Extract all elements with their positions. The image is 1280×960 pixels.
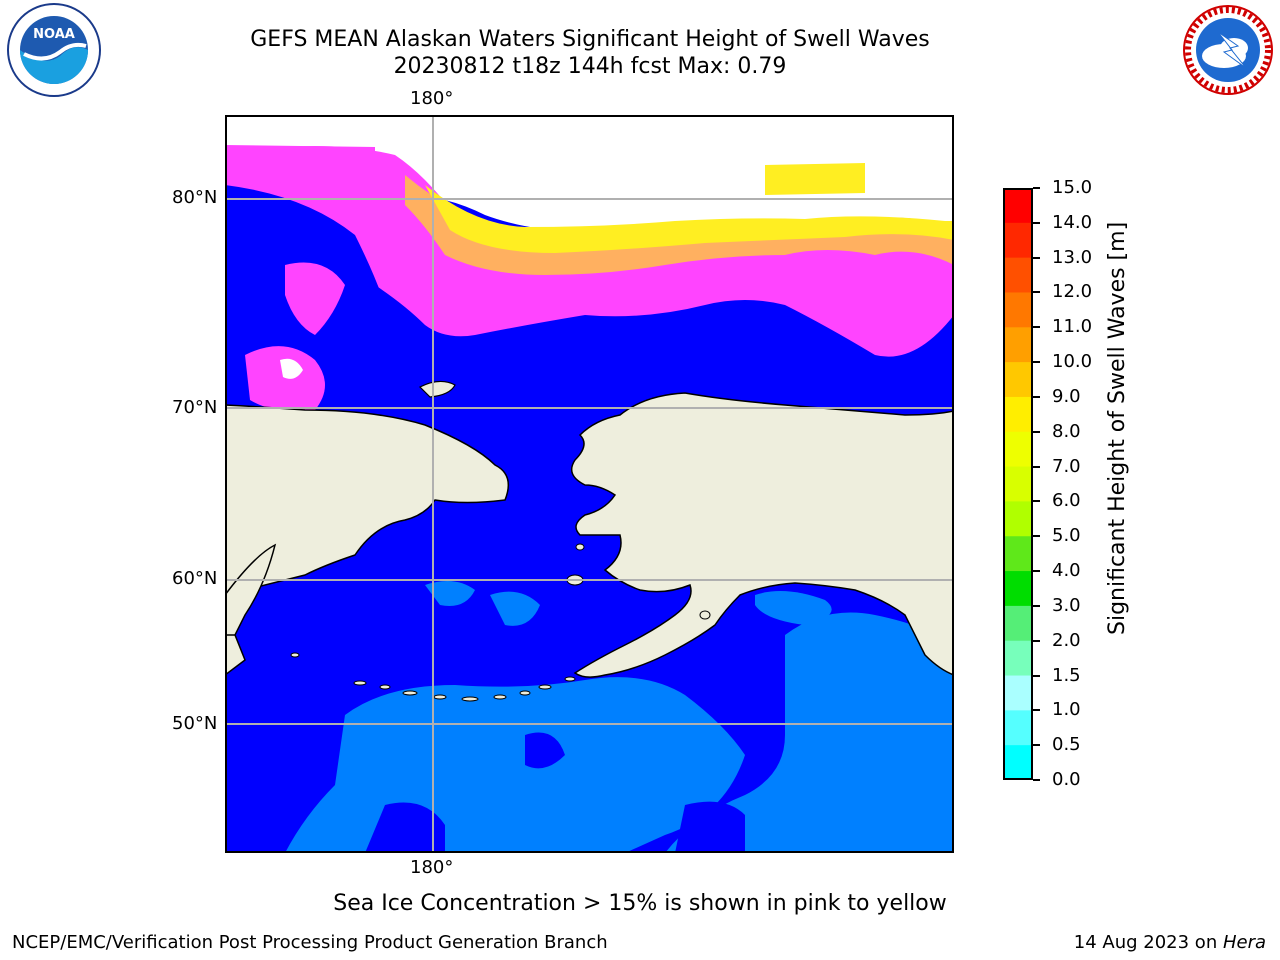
colorbar-band xyxy=(1003,362,1033,398)
colorbar-ticks xyxy=(1033,180,1113,790)
colorbar-tick-mark xyxy=(1033,674,1040,677)
colorbar-tick-label: 10.0 xyxy=(1052,351,1093,373)
colorbar-band xyxy=(1003,257,1033,293)
colorbar-band xyxy=(1003,292,1033,328)
no-data-area xyxy=(225,115,954,235)
lon-label-bottom: 180° xyxy=(410,857,454,878)
colorbar xyxy=(1003,188,1033,780)
colorbar-tick-mark xyxy=(1033,430,1040,433)
colorbar-band xyxy=(1003,710,1033,746)
graticule xyxy=(225,115,954,853)
colorbar-tick-mark xyxy=(1033,535,1040,538)
colorbar-tick-label: 0.5 xyxy=(1052,734,1081,756)
colorbar-tick-mark xyxy=(1033,256,1040,259)
map-panel xyxy=(225,115,954,853)
colorbar-band xyxy=(1003,745,1033,780)
colorbar-tick-mark xyxy=(1033,187,1040,189)
colorbar-tick-mark xyxy=(1033,709,1040,712)
colorbar-band xyxy=(1003,640,1033,677)
colorbar-tick-mark xyxy=(1033,570,1040,573)
alaska-land xyxy=(570,392,954,678)
map-frame xyxy=(225,115,954,853)
colorbar-band xyxy=(1003,431,1033,468)
noaa-logo-text: NOAA xyxy=(33,27,75,42)
colorbar-band xyxy=(1003,396,1033,433)
colorbar-tick-mark xyxy=(1033,395,1040,398)
chart-title: GEFS MEAN Alaskan Waters Significant Hei… xyxy=(250,27,930,52)
sea-ice-note: Sea Ice Concentration > 15% is shown in … xyxy=(333,891,947,916)
lon-label-top: 180° xyxy=(410,88,454,109)
lat-label-60: 60°N xyxy=(172,568,218,589)
colorbar-band xyxy=(1003,536,1033,572)
colorbar-tick-label: 6.0 xyxy=(1052,490,1081,512)
colorbar-tick-mark xyxy=(1033,779,1040,781)
colorbar-tick-label: 7.0 xyxy=(1052,455,1081,477)
colorbar-tick-label: 3.0 xyxy=(1052,594,1081,616)
colorbar-band xyxy=(1003,605,1033,642)
footer-host: Hera xyxy=(1222,932,1266,953)
colorbar-tick-label: 8.0 xyxy=(1052,420,1081,442)
colorbar-tick-label: 4.0 xyxy=(1052,560,1081,582)
colorbar-tick-mark xyxy=(1033,744,1040,747)
footer-date-text: 14 Aug 2023 on xyxy=(1073,932,1223,953)
colorbar-tick-label: 15.0 xyxy=(1052,177,1093,198)
lat-label-70: 70°N xyxy=(172,397,218,418)
colorbar-frame xyxy=(1003,188,1033,780)
colorbar-tick-label: 13.0 xyxy=(1052,246,1093,268)
colorbar-tick-label: 11.0 xyxy=(1052,316,1093,338)
colorbar-tick-mark xyxy=(1033,465,1040,468)
colorbar-tick-mark xyxy=(1033,291,1040,294)
colorbar-band xyxy=(1003,466,1033,502)
colorbar-tick-label: 9.0 xyxy=(1052,385,1081,407)
colorbar-tick-label: 14.0 xyxy=(1052,211,1093,233)
colorbar-band xyxy=(1003,327,1033,363)
colorbar-band xyxy=(1003,222,1033,259)
colorbar-tick-mark xyxy=(1033,326,1040,329)
footer-branch: NCEP/EMC/Verification Post Processing Pr… xyxy=(12,932,608,953)
colorbar-tick-label: 0.0 xyxy=(1052,769,1081,790)
colorbar-band xyxy=(1003,675,1033,711)
chart-subtitle: 20230812 t18z 144h fcst Max: 0.79 xyxy=(393,54,787,79)
colorbar-tick-mark xyxy=(1033,604,1040,607)
colorbar-tick-mark xyxy=(1033,500,1040,503)
lat-label-80: 80°N xyxy=(172,187,218,208)
colorbar-tick-mark xyxy=(1033,221,1040,224)
colorbar-tick-label: 12.0 xyxy=(1052,281,1093,303)
colorbar-tick-label: 5.0 xyxy=(1052,525,1081,547)
siberia-land xyxy=(225,404,510,596)
colorbar-band xyxy=(1003,571,1033,607)
nws-logo xyxy=(1183,5,1273,95)
colorbar-tick-mark xyxy=(1033,361,1040,364)
noaa-logo: NOAA xyxy=(7,3,101,97)
colorbar-label: Significant Height of Swell Waves [m] xyxy=(1105,221,1130,635)
colorbar-tick-label: 1.5 xyxy=(1052,664,1081,686)
colorbar-band xyxy=(1003,188,1033,224)
colorbar-tick-label: 2.0 xyxy=(1052,629,1081,651)
colorbar-tick-label: 1.0 xyxy=(1052,699,1081,721)
colorbar-band xyxy=(1003,501,1033,537)
footer-date: 14 Aug 2023 on Hera xyxy=(1074,932,1266,954)
colorbar-tick-mark xyxy=(1033,639,1040,642)
lat-label-50: 50°N xyxy=(172,713,218,734)
